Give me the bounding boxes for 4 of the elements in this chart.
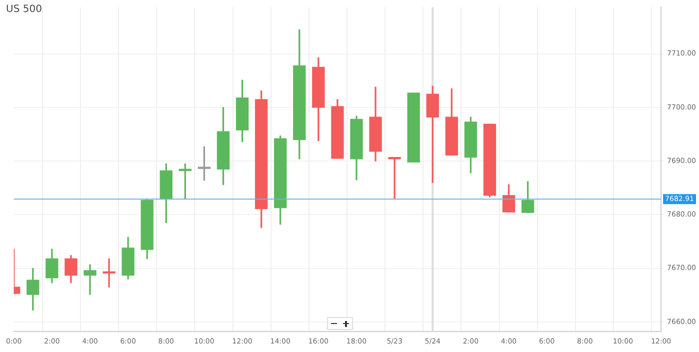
candlestick bbox=[388, 157, 401, 200]
candlestick bbox=[102, 258, 116, 288]
chart-title: US 500 bbox=[6, 4, 42, 15]
candlestick bbox=[84, 264, 96, 295]
